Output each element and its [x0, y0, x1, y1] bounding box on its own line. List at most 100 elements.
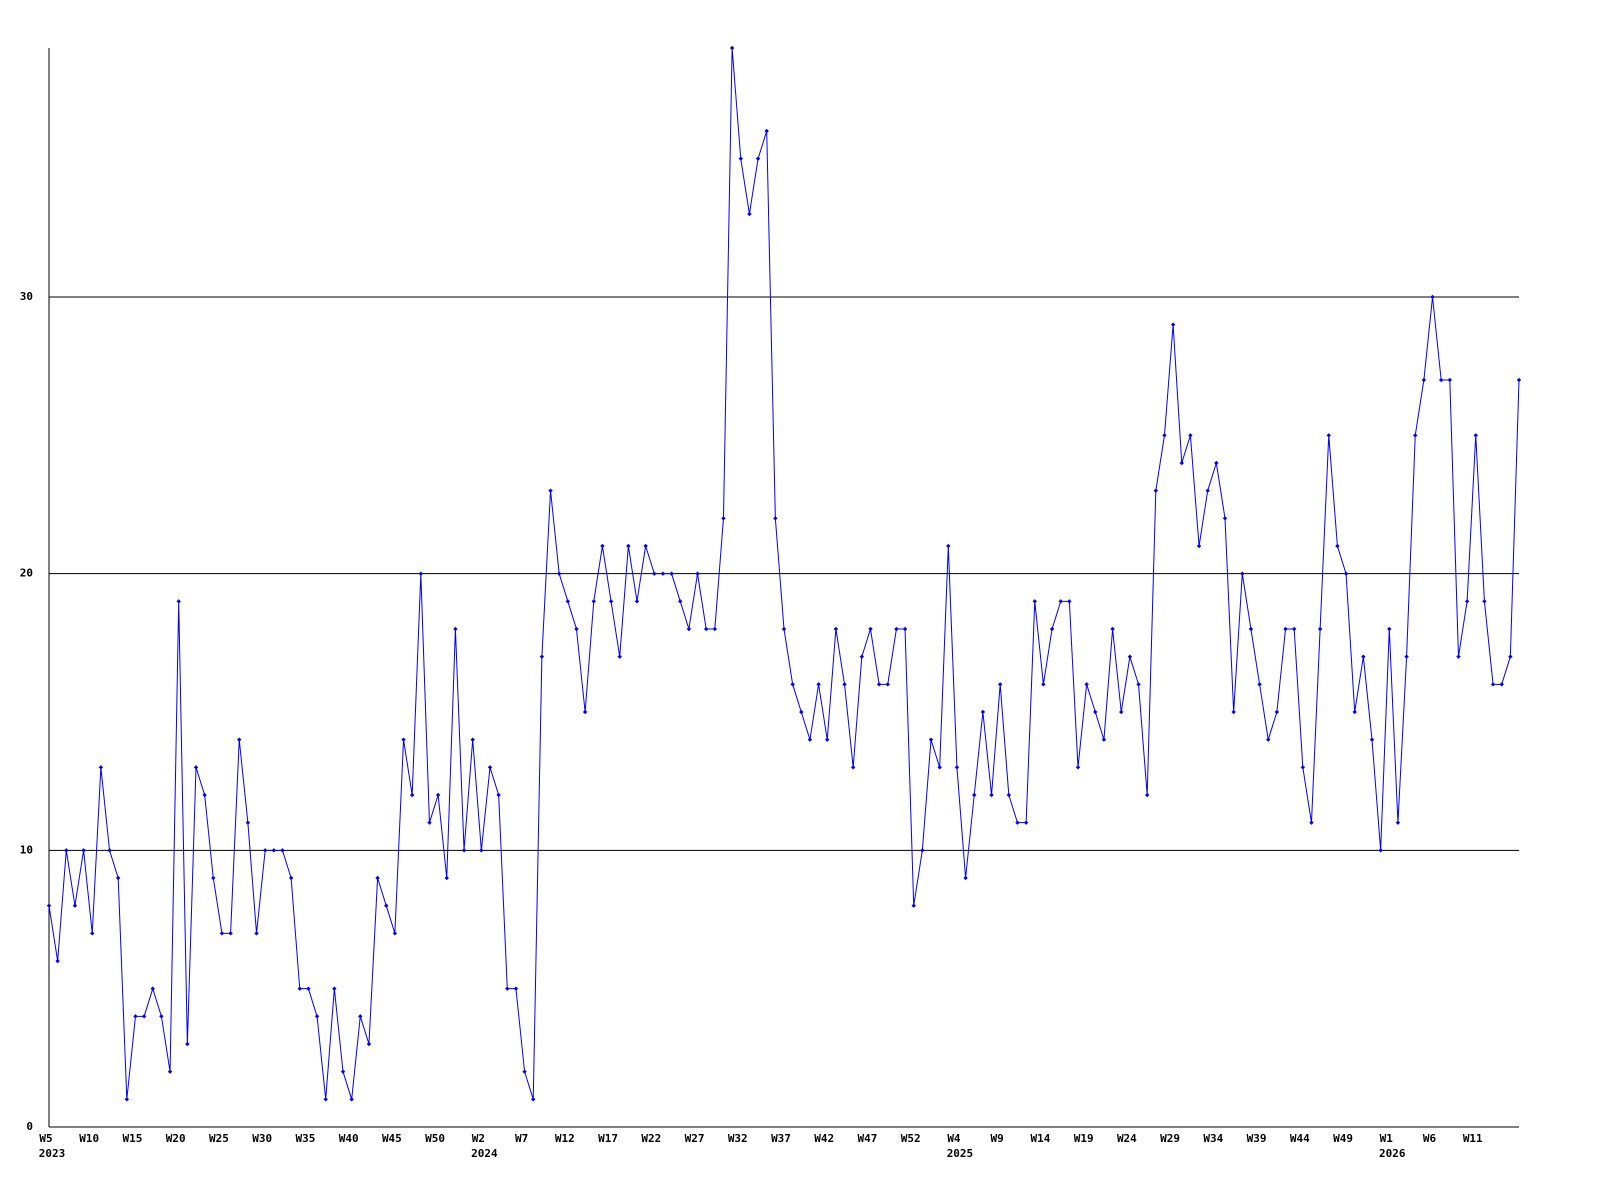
y-tick-label: 10 — [20, 843, 33, 856]
data-point — [678, 599, 683, 604]
data-point — [1516, 377, 1522, 383]
data-point — [1369, 737, 1375, 742]
data-point — [159, 1014, 164, 1019]
x-tick-label: W49 — [1333, 1132, 1353, 1145]
data-point — [1196, 543, 1202, 549]
data-point — [453, 626, 458, 632]
x-year-label: 2025 — [947, 1147, 974, 1160]
x-tick-label: W14 — [1030, 1132, 1050, 1145]
data-point — [254, 931, 259, 936]
x-tick-label: W30 — [252, 1132, 272, 1145]
data-point — [479, 848, 484, 853]
x-tick-label: W27 — [685, 1132, 705, 1145]
data-point — [729, 45, 735, 51]
data-point — [228, 931, 233, 936]
data-point — [937, 765, 942, 770]
data-point — [306, 986, 311, 991]
x-tick-label: W52 — [901, 1132, 921, 1145]
data-point — [1205, 488, 1210, 493]
data-point — [332, 986, 337, 991]
data-point — [1387, 626, 1392, 632]
data-point — [245, 820, 251, 825]
x-tick-label: W29 — [1160, 1132, 1180, 1145]
data-point — [288, 875, 294, 881]
data-point — [747, 211, 752, 217]
x-tick-label: W32 — [728, 1132, 748, 1145]
data-point — [876, 682, 882, 687]
x-tick-label: W9 — [991, 1132, 1004, 1145]
data-point — [1404, 654, 1409, 659]
data-point — [764, 128, 769, 134]
data-point — [90, 931, 95, 936]
x-year-label: 2023 — [39, 1147, 66, 1160]
data-point — [1283, 626, 1288, 632]
data-point — [375, 875, 380, 881]
data-point — [401, 737, 406, 742]
data-point — [1266, 737, 1271, 742]
data-point — [505, 986, 510, 991]
data-point — [686, 626, 692, 632]
y-tick-label: 0 — [26, 1120, 33, 1133]
data-point — [565, 599, 571, 604]
data-point — [1499, 682, 1504, 687]
data-point — [626, 543, 631, 549]
data-point — [807, 737, 813, 742]
data-point — [98, 765, 104, 770]
data-point — [435, 792, 441, 798]
data-point — [64, 848, 69, 853]
data-point — [262, 848, 268, 853]
data-point — [954, 765, 960, 770]
data-point — [384, 903, 389, 908]
data-point — [548, 488, 553, 493]
x-tick-label: W11 — [1463, 1132, 1483, 1145]
x-tick-label: W22 — [641, 1132, 661, 1145]
data-point — [1084, 682, 1089, 687]
data-point — [72, 903, 78, 908]
data-point — [1274, 709, 1280, 715]
data-point — [1326, 433, 1331, 438]
data-point — [297, 986, 302, 991]
data-point — [427, 820, 432, 825]
data-point — [46, 903, 52, 908]
data-point — [202, 792, 207, 798]
data-point — [868, 626, 873, 632]
x-year-label: 2026 — [1379, 1147, 1406, 1160]
data-point — [1049, 626, 1055, 632]
data-point — [1127, 654, 1133, 659]
data-point — [669, 571, 674, 576]
data-point — [1473, 433, 1478, 438]
x-tick-label: W37 — [771, 1132, 791, 1145]
data-point — [219, 931, 225, 936]
data-point — [185, 1041, 190, 1047]
data-point — [1101, 737, 1107, 742]
x-tick-label: W5 — [39, 1132, 52, 1145]
data-point — [1352, 709, 1357, 715]
data-point — [141, 1014, 147, 1019]
x-tick-label: W42 — [814, 1132, 834, 1145]
data-point — [271, 848, 277, 853]
data-point — [1309, 820, 1314, 825]
data-point — [1490, 682, 1496, 687]
x-tick-label: W40 — [339, 1132, 359, 1145]
data-point — [582, 709, 588, 715]
data-point — [946, 543, 951, 549]
data-point — [972, 792, 977, 798]
data-point — [531, 1097, 536, 1102]
data-point — [1162, 433, 1167, 438]
data-point — [444, 875, 449, 881]
data-point — [124, 1097, 130, 1102]
data-point — [1144, 792, 1150, 798]
data-point — [1188, 433, 1193, 438]
data-point — [323, 1097, 328, 1102]
data-point — [1032, 599, 1037, 604]
data-point — [980, 709, 986, 715]
x-tick-label: W44 — [1290, 1132, 1310, 1145]
data-point — [314, 1014, 320, 1019]
x-tick-label: W19 — [1074, 1132, 1094, 1145]
data-point — [1395, 820, 1401, 825]
data-point — [1136, 682, 1141, 687]
data-point — [1119, 709, 1124, 715]
data-point — [1222, 516, 1228, 521]
data-point — [1361, 654, 1366, 659]
x-tick-label: W20 — [166, 1132, 186, 1145]
